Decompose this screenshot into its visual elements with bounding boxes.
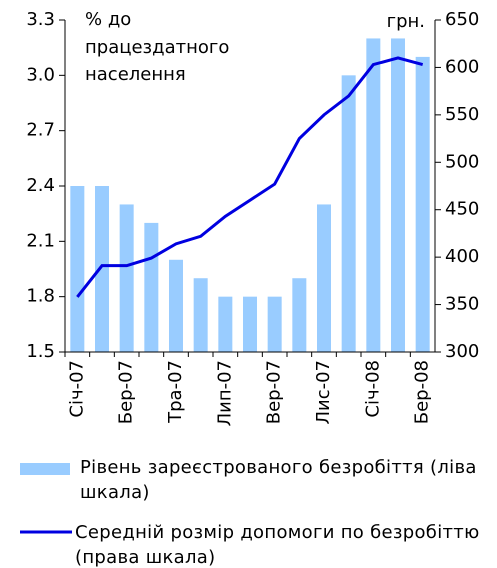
bar: [218, 296, 233, 352]
x-tick-label: Бер-07: [116, 360, 137, 424]
y2-tick-label: 650: [445, 9, 479, 30]
bar: [366, 38, 381, 352]
x-tick-label: Січ-08: [362, 360, 383, 418]
y2-tick-label: 600: [445, 56, 479, 77]
annotation: % до: [85, 9, 131, 30]
y2-tick-label: 500: [445, 151, 479, 172]
bar: [341, 75, 356, 352]
x-tick-label: Лис-07: [313, 360, 334, 425]
bar: [317, 204, 331, 352]
chart: % до працездатного населення грн. 1.5 1.8…: [26, 9, 479, 426]
x-tick-label: Лип-07: [214, 360, 235, 426]
y2-tick-label: 300: [445, 341, 479, 362]
y-tick-label: 2.1: [26, 230, 55, 251]
bar: [292, 278, 307, 352]
y-tick-label: 1.8: [26, 286, 55, 307]
bar: [70, 186, 85, 352]
y-tick-label: 3.3: [26, 9, 55, 30]
bar: [391, 38, 405, 352]
line: [76, 56, 424, 298]
y-tick-label: 2.4: [26, 175, 55, 196]
annotation: працездатного: [85, 37, 229, 58]
bar: [415, 56, 430, 353]
legend-swatch: [20, 530, 72, 534]
bar: [193, 278, 208, 352]
legend-bar-swatch: [20, 463, 70, 475]
bar: [144, 222, 159, 352]
y2-tick-label: 450: [445, 199, 479, 220]
legend-swatch: [20, 463, 70, 475]
legend-label: Рівень зареєстрованого безробіття (ліва …: [80, 457, 477, 503]
y2-tick-label: 400: [445, 246, 479, 267]
legend-label: Середній розмір допомоги по безробіттю (…: [75, 522, 480, 568]
bar: [119, 204, 134, 352]
x-tick-label: Бер-08: [412, 360, 433, 424]
annotation: грн.: [387, 11, 425, 32]
y-tick-label: 3.0: [26, 64, 55, 85]
x-tick-label: Вер-07: [264, 360, 285, 424]
annotation: населення: [85, 64, 186, 85]
bar: [169, 259, 183, 352]
bar: [267, 296, 282, 352]
y2-tick-label: 550: [445, 104, 479, 125]
y2-tick-label: 350: [445, 294, 479, 315]
y-tick-label: 1.5: [26, 341, 55, 362]
bar: [243, 296, 257, 352]
x-tick-label: Тра-07: [165, 360, 186, 424]
y-tick-label: 2.7: [26, 120, 55, 141]
x-tick-label: Січ-07: [66, 360, 87, 418]
bar: [95, 186, 109, 352]
